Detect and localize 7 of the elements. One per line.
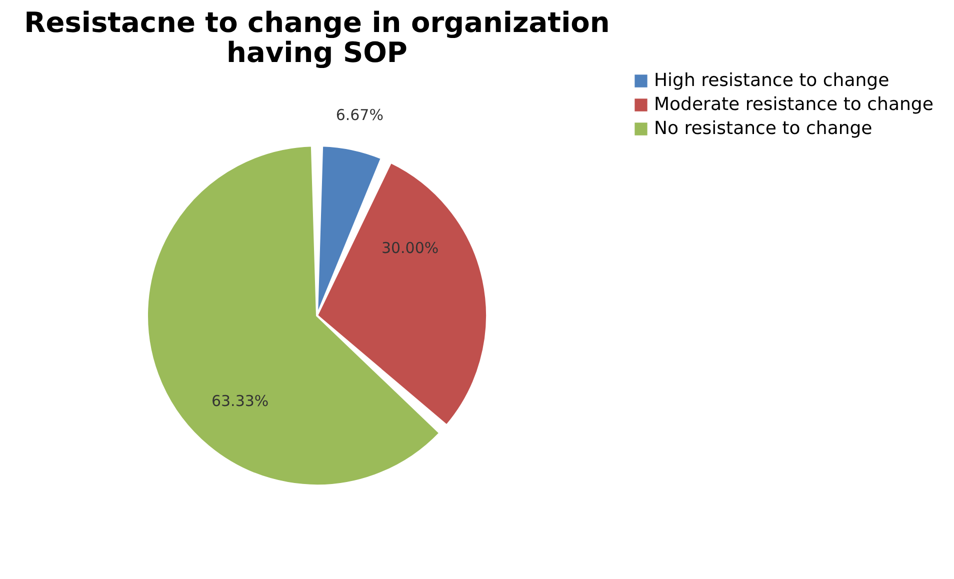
legend-label: Moderate resistance to change xyxy=(654,94,934,115)
legend-label: High resistance to change xyxy=(654,70,890,91)
data-label: 6.67% xyxy=(336,106,384,124)
data-label: 63.33% xyxy=(211,392,269,410)
chart-title: Resistacne to change in organization having SOP xyxy=(24,6,610,69)
data-label: 30.00% xyxy=(381,238,439,257)
legend-label: No resistance to change xyxy=(654,118,872,139)
